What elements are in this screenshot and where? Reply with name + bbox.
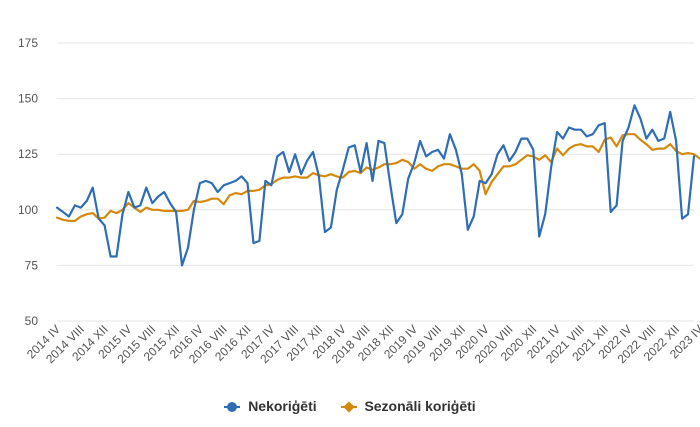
legend-label: Sezonāli koriģēti bbox=[364, 398, 476, 414]
legend-label: Nekoriģēti bbox=[248, 398, 317, 414]
y-tick-label: 100 bbox=[18, 203, 38, 217]
series-lines bbox=[55, 104, 700, 267]
y-tick-label: 50 bbox=[25, 314, 39, 328]
series-line-nekorigeti bbox=[55, 104, 696, 267]
gridlines bbox=[57, 42, 694, 322]
y-tick-label: 125 bbox=[18, 147, 38, 161]
y-tick-label: 175 bbox=[18, 36, 38, 50]
series-line-sezonali-korigeti bbox=[55, 133, 700, 222]
y-tick-label: 75 bbox=[25, 258, 39, 272]
legend-item-nekorigeti[interactable]: Nekoriģēti bbox=[224, 398, 317, 414]
y-axis-tick-labels: 50 75 100 125 150 175 bbox=[18, 36, 38, 328]
legend-item-sezonali-korigeti[interactable]: Sezonāli koriģēti bbox=[340, 398, 476, 414]
diamond-marker-icon bbox=[340, 401, 357, 413]
circle-marker-icon bbox=[224, 401, 241, 413]
y-tick-label: 150 bbox=[18, 92, 38, 106]
legend: Nekoriģēti Sezonāli koriģēti bbox=[0, 398, 700, 414]
